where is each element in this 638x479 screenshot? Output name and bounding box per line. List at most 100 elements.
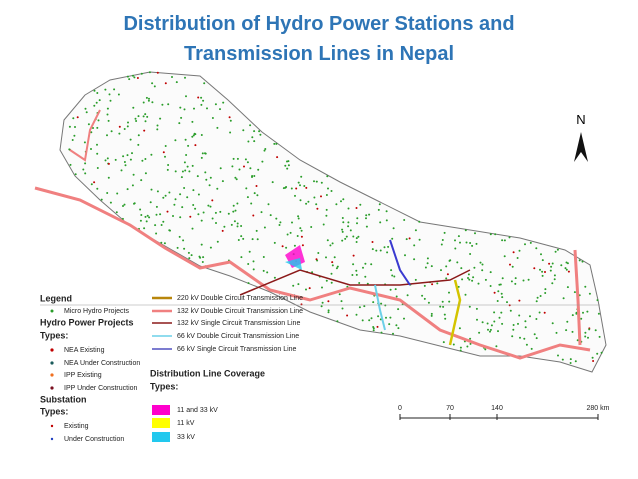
map-point bbox=[441, 239, 444, 241]
map-point bbox=[208, 184, 211, 187]
map-point bbox=[205, 178, 208, 181]
map-point bbox=[261, 160, 264, 163]
map-point bbox=[164, 145, 167, 147]
map-point bbox=[454, 247, 457, 250]
map-point bbox=[273, 241, 276, 244]
map-point bbox=[331, 264, 334, 267]
map-point bbox=[308, 287, 311, 290]
map-point bbox=[469, 337, 472, 340]
map-point bbox=[299, 199, 302, 202]
legend-item: NEA Under Construction bbox=[64, 360, 140, 367]
map-point bbox=[413, 244, 416, 247]
map-point bbox=[144, 158, 147, 160]
map-point bbox=[151, 82, 154, 85]
map-point bbox=[90, 131, 93, 134]
map-point bbox=[96, 143, 98, 146]
map-point bbox=[169, 229, 171, 232]
map-point bbox=[355, 273, 358, 276]
map-point bbox=[378, 203, 381, 206]
map-point bbox=[535, 318, 538, 320]
map-point bbox=[167, 164, 170, 166]
map-point bbox=[500, 311, 503, 314]
map-point bbox=[356, 217, 359, 220]
map-point bbox=[144, 172, 147, 175]
map-point bbox=[596, 299, 599, 302]
legend-subheading: Types: bbox=[40, 330, 68, 340]
map-point bbox=[497, 290, 500, 293]
map-point bbox=[476, 318, 478, 321]
map-point bbox=[279, 221, 282, 224]
map-point bbox=[194, 207, 197, 210]
map-point bbox=[107, 119, 110, 122]
map-point bbox=[134, 117, 137, 120]
map-point bbox=[92, 127, 94, 129]
map-point bbox=[493, 311, 496, 314]
map-point bbox=[317, 252, 320, 254]
map-point bbox=[179, 106, 182, 109]
map-point bbox=[164, 82, 167, 85]
map-point bbox=[321, 301, 324, 304]
map-point bbox=[183, 108, 186, 111]
map-point bbox=[494, 233, 497, 236]
map-point bbox=[183, 187, 186, 189]
map-point bbox=[574, 360, 577, 363]
map-point bbox=[475, 242, 478, 245]
map-point bbox=[509, 263, 511, 266]
map-point bbox=[553, 278, 556, 281]
map-point bbox=[529, 241, 532, 244]
map-point bbox=[320, 181, 323, 184]
map-point bbox=[440, 269, 442, 272]
map-point bbox=[524, 243, 526, 246]
map-point bbox=[424, 266, 427, 269]
map-point bbox=[330, 190, 333, 192]
map-point bbox=[355, 207, 358, 209]
map-point bbox=[179, 216, 182, 219]
map-point bbox=[550, 265, 553, 268]
map-point bbox=[379, 249, 382, 252]
map-point bbox=[501, 322, 504, 325]
map-point bbox=[132, 173, 135, 176]
map-point bbox=[576, 339, 579, 342]
legend-heading: Substation bbox=[40, 394, 87, 404]
map-point bbox=[322, 223, 325, 226]
map-point bbox=[501, 296, 504, 299]
map-point bbox=[252, 268, 255, 271]
map-point bbox=[512, 328, 515, 331]
map-point bbox=[178, 122, 181, 125]
map-point bbox=[221, 229, 224, 232]
map-point bbox=[200, 134, 203, 136]
map-point bbox=[571, 330, 574, 333]
map-point bbox=[518, 249, 521, 252]
map-point bbox=[191, 120, 194, 123]
map-point bbox=[126, 75, 129, 78]
transmission-line bbox=[389, 239, 411, 286]
map-point bbox=[517, 322, 519, 325]
map-point bbox=[83, 141, 86, 144]
map-point bbox=[471, 244, 474, 247]
map-point bbox=[469, 242, 472, 244]
map-point bbox=[497, 330, 499, 333]
map-point bbox=[575, 312, 578, 315]
map-point bbox=[251, 175, 254, 177]
map-point bbox=[406, 294, 409, 297]
map-point bbox=[234, 209, 237, 212]
map-point bbox=[379, 221, 382, 224]
map-point bbox=[448, 300, 451, 303]
map-point bbox=[160, 224, 163, 226]
map-point bbox=[313, 196, 316, 199]
map-point bbox=[297, 283, 300, 286]
map-point bbox=[469, 342, 472, 345]
map-point bbox=[477, 282, 480, 285]
map-point bbox=[216, 126, 219, 129]
map-point bbox=[508, 236, 511, 239]
map-point bbox=[247, 263, 250, 265]
map-point bbox=[255, 229, 258, 232]
map-point bbox=[113, 88, 116, 91]
map-point bbox=[143, 129, 146, 132]
map-point bbox=[233, 220, 236, 223]
map-point bbox=[96, 187, 99, 190]
map-point bbox=[518, 314, 521, 317]
map-point bbox=[144, 215, 147, 218]
map-point bbox=[162, 151, 165, 154]
